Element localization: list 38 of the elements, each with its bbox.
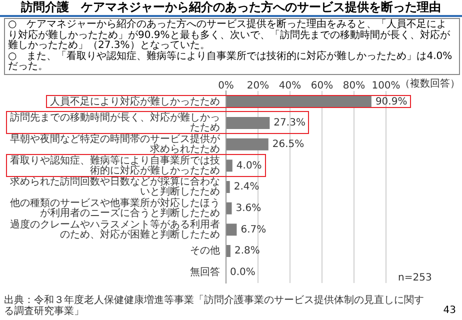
chart-title: 訪問介護 ケアマネジャーから紹介のあった方へのサービス提供を断った理由 bbox=[0, 0, 462, 17]
data-label: 2.4% bbox=[234, 182, 260, 193]
text: （複数回答） bbox=[400, 78, 460, 90]
source-note: 出典：令和３年度老人保健健康増進等事業「訪問介護事業のサービス提供体制の見直しに関する調査研究事業」 bbox=[4, 295, 424, 317]
y-tick-label: 早朝や夜間など特定の時間帯のサービス提供が求められたため bbox=[10, 132, 221, 155]
text: 43 bbox=[443, 305, 456, 316]
y-tick-label: 無回答 bbox=[190, 266, 220, 278]
data-label: 2.8% bbox=[234, 246, 260, 257]
y-tick-label: その他 bbox=[190, 244, 220, 257]
x-tick-label: 20% bbox=[246, 80, 270, 92]
bar bbox=[226, 96, 372, 108]
bar bbox=[226, 202, 232, 214]
x-tick-label: 60% bbox=[310, 80, 334, 92]
data-label: 0.0% bbox=[230, 266, 256, 278]
chart-subtitle: ○ ケアマネジャーから紹介のあった方へのサービス提供を断った理由をみると、「人員不足により対応が難しかったため」が90.9%と最も多く、次いで、「訪問先までの移動時間が長く、対応が難しかったため」（27.3%）となっていた。 bbox=[8, 19, 451, 51]
data-label: 26.5% bbox=[272, 138, 304, 150]
x-tick-label: 0% bbox=[218, 80, 234, 92]
bar bbox=[226, 138, 268, 150]
y-tick-label: 訪問先までの移動時間が長く、対応が難しかったため bbox=[10, 112, 220, 134]
x-tick-label: 80% bbox=[342, 80, 366, 92]
y-tick-label: 人員不足により対応が難しかったため bbox=[50, 95, 220, 108]
data-label: 27.3% bbox=[274, 118, 306, 129]
text: ○ また、「看取りや認知症、難病等により自事業所では技術的に対応が難しかったため」は4.0%だった。 bbox=[8, 50, 454, 72]
y-tick-label: 過度のクレームやハラスメント等がある利用者のため、対応が困難と判断したため bbox=[10, 218, 220, 240]
bar bbox=[226, 117, 270, 129]
data-label: 4.0% bbox=[236, 160, 262, 172]
x-tick-label: 100% bbox=[372, 80, 400, 92]
data-label: 6.7% bbox=[240, 224, 266, 236]
x-tick-label: 40% bbox=[278, 80, 302, 92]
text: n=253 bbox=[398, 272, 432, 284]
bar bbox=[226, 160, 232, 172]
data-label: 3.6% bbox=[236, 202, 262, 214]
y-tick-label: 看取りや認知症、難病等により自事業所では技術的に対応が難しかったため bbox=[10, 154, 220, 176]
bar bbox=[226, 181, 230, 193]
bar bbox=[226, 224, 237, 236]
data-label: 90.9% bbox=[375, 96, 408, 108]
y-tick-label: 他の種類のサービスや他事業所が対応したほうが利用者のニーズに合うと判断したため bbox=[10, 196, 220, 219]
bar bbox=[226, 245, 230, 257]
